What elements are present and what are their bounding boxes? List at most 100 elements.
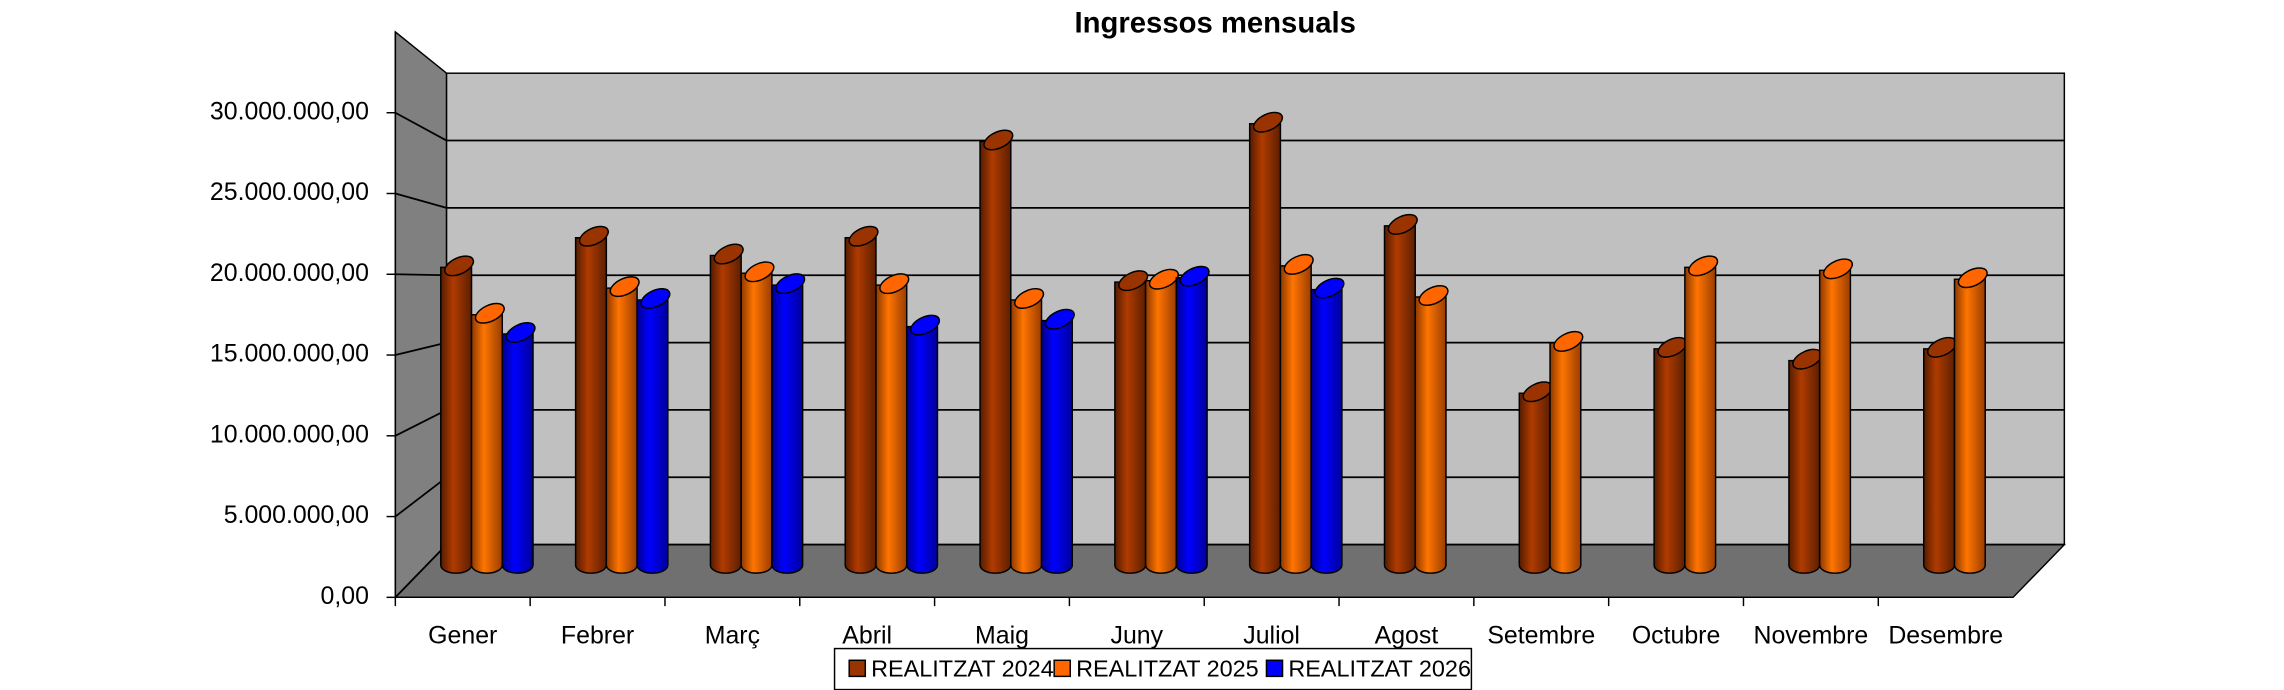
legend-swatch <box>1265 659 1284 678</box>
legend-swatch <box>848 659 867 678</box>
bar-body <box>1684 266 1717 574</box>
grid-line-side <box>395 341 447 356</box>
bar <box>709 243 744 574</box>
bar-body <box>1248 122 1282 574</box>
grid-line-side <box>394 476 448 518</box>
bar <box>740 261 775 574</box>
bar-body <box>875 284 908 574</box>
x-tick-label: Agost <box>1375 621 1439 649</box>
bar-top <box>1252 111 1284 133</box>
x-tick-label: Maig <box>975 621 1029 649</box>
x-tick-label: Març <box>705 621 760 649</box>
bar-top <box>1553 330 1584 352</box>
grid-line-side <box>394 544 448 598</box>
bar <box>771 273 806 574</box>
x-tick-label: Juny <box>1111 621 1164 649</box>
bar <box>1414 285 1449 574</box>
chart-title: Ingressos mensuals <box>1074 7 1355 40</box>
y-tick-label: 10.000.000,00 <box>210 420 369 448</box>
bar-body <box>501 333 534 574</box>
bar-top <box>1314 277 1345 299</box>
bar-top <box>640 287 671 309</box>
grid-line-side <box>395 192 447 209</box>
bar <box>1788 348 1823 574</box>
bar-top <box>1044 308 1075 330</box>
bar-body <box>1040 319 1074 574</box>
bar <box>1818 258 1854 574</box>
bar-top <box>578 225 609 247</box>
bar <box>1175 265 1210 574</box>
bar-top <box>444 255 475 277</box>
bar <box>1248 111 1284 574</box>
bar-body <box>1549 342 1582 574</box>
y-tick-label: 0,00 <box>321 582 369 610</box>
bar-top <box>879 273 910 295</box>
bar-body <box>1310 288 1343 574</box>
bar-body <box>1175 276 1208 574</box>
bar-body <box>1383 225 1416 574</box>
grid-line-side <box>394 111 448 142</box>
bar-body <box>1818 269 1852 574</box>
bar-top <box>775 273 806 295</box>
bar <box>440 255 475 574</box>
bar-body <box>470 314 504 574</box>
x-tick-label: Gener <box>428 621 497 649</box>
bar-body <box>1010 299 1043 574</box>
bar-top <box>848 225 879 247</box>
y-tick-label: 20.000.000,00 <box>210 259 369 287</box>
bar-top <box>1148 268 1179 290</box>
bar <box>1144 268 1179 574</box>
bar-top <box>1957 267 1988 289</box>
x-tick-label: Octubre <box>1632 621 1720 649</box>
bar-top <box>909 314 941 336</box>
bar <box>1684 255 1719 574</box>
bar-top <box>1118 270 1149 292</box>
x-tick-label: Febrer <box>561 621 634 649</box>
bar <box>905 314 941 574</box>
bar-body <box>1653 348 1686 574</box>
bar-body <box>905 325 939 574</box>
legend-label: REALITZAT 2024 <box>871 656 1054 682</box>
bar-body <box>1414 296 1447 574</box>
x-tick-label: Juliol <box>1243 621 1300 649</box>
bar-top <box>1179 265 1210 287</box>
bar-top <box>474 302 505 324</box>
bar-body <box>636 299 669 574</box>
bar <box>1653 336 1688 574</box>
bar-body <box>709 254 742 574</box>
bar-body <box>574 236 608 574</box>
legend-box <box>833 647 1473 690</box>
bar <box>1923 336 1958 574</box>
legend-label: REALITZAT 2025 <box>1076 656 1259 682</box>
bar-top <box>505 322 536 344</box>
legend-label: REALITZAT 2026 <box>1288 656 1471 682</box>
bar-body <box>1114 281 1147 574</box>
bar <box>979 129 1014 574</box>
y-tick-label: 30.000.000,00 <box>210 97 369 125</box>
bar-top <box>1822 258 1854 280</box>
bar <box>1549 330 1584 574</box>
bar <box>501 322 536 574</box>
bar-body <box>1518 392 1551 574</box>
bar-top <box>1688 255 1719 277</box>
bar-body <box>740 272 773 574</box>
bar <box>636 287 671 574</box>
x-tick-label: Setembre <box>1487 621 1595 649</box>
x-tick-label: Desembre <box>1888 621 2003 649</box>
bar-top <box>1014 287 1045 309</box>
bar-body <box>844 236 877 574</box>
bar-body <box>1923 348 1956 574</box>
bar-body <box>1279 265 1312 574</box>
bar-body <box>771 284 804 574</box>
bar-top <box>713 243 744 265</box>
bar <box>1310 277 1345 574</box>
x-tick-label: Abril <box>842 621 892 649</box>
bar-body <box>1788 359 1821 574</box>
bar-body <box>979 140 1012 574</box>
y-tick-label: 25.000.000,00 <box>210 178 369 206</box>
bar-top <box>1387 213 1418 235</box>
bar-body <box>605 287 638 574</box>
bar <box>1953 267 1988 574</box>
